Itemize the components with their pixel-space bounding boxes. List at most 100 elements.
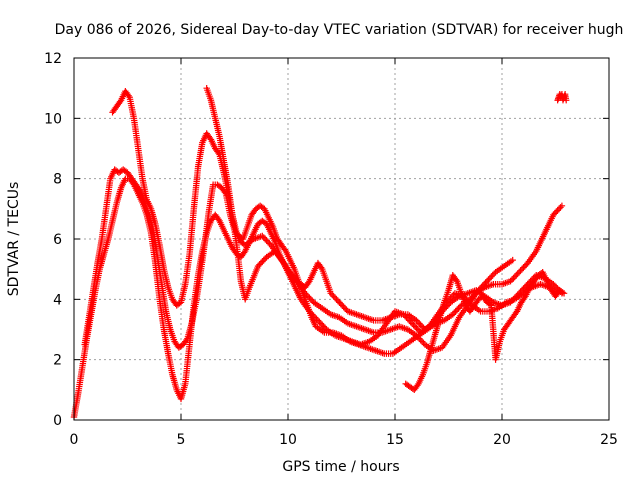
x-axis: 0 5 10 15 20 25: [70, 58, 618, 448]
data-point: [183, 336, 190, 344]
data-point: [416, 320, 423, 327]
data-point: [414, 333, 422, 341]
data-point: [560, 290, 568, 297]
y-tick-label: 2: [53, 353, 62, 369]
data-point: [482, 279, 489, 286]
data-point: [411, 323, 419, 330]
data-point: [306, 294, 313, 302]
x-axis-label: GPS time / hours: [282, 459, 399, 475]
data-point: [559, 289, 566, 296]
data-point: [489, 272, 496, 279]
data-point: [455, 305, 462, 312]
y-axis-label: SDTVAR / TECUs: [6, 182, 22, 297]
data-point: [400, 311, 407, 318]
data-point: [518, 265, 526, 273]
data-point: [264, 238, 272, 246]
data-point: [307, 296, 315, 303]
y-tick-label: 8: [53, 172, 62, 188]
data-point: [339, 302, 346, 309]
data-point: [406, 317, 413, 324]
x-tick-label: 0: [70, 432, 79, 448]
data-point: [558, 202, 566, 210]
y-tick-label: 6: [53, 232, 62, 248]
data-point: [485, 276, 492, 283]
grid: [74, 58, 609, 420]
data-point: [414, 318, 422, 326]
data-point: [521, 262, 529, 270]
data-point: [314, 317, 322, 324]
data-point: [256, 261, 263, 268]
data-point: [563, 97, 570, 104]
data-point: [449, 311, 456, 318]
data-point: [240, 249, 248, 256]
data-point: [520, 264, 527, 271]
data-point: [557, 204, 564, 211]
data-point: [263, 237, 270, 244]
data-point: [413, 324, 420, 332]
chart-title: Day 086 of 2026, Sidereal Day-to-day VTE…: [55, 22, 624, 38]
y-tick-label: 10: [44, 111, 62, 127]
data-point: [261, 235, 269, 243]
data-point: [451, 309, 458, 317]
data-point: [341, 305, 349, 312]
data-point: [414, 382, 421, 389]
data-point: [319, 321, 326, 329]
data-point: [329, 291, 336, 299]
data-point: [311, 314, 319, 321]
data-point: [465, 299, 473, 306]
data-point: [416, 335, 423, 342]
data-point: [336, 299, 343, 306]
data-point: [517, 267, 524, 274]
data-point: [513, 272, 520, 279]
data-point: [334, 297, 342, 305]
data-point: [260, 234, 267, 241]
series-track-e: [402, 268, 568, 394]
data-point: [550, 281, 557, 288]
data-point: [266, 240, 273, 247]
data-point: [507, 278, 514, 285]
data-point: [136, 186, 143, 193]
data-point: [448, 293, 456, 300]
data-point: [453, 306, 461, 314]
y-tick-label: 12: [44, 51, 62, 67]
data-point: [403, 314, 410, 321]
data-point: [417, 336, 424, 344]
data-point: [408, 320, 416, 327]
data-point: [417, 321, 424, 329]
data-point: [116, 98, 124, 105]
x-tick-label: 25: [600, 432, 618, 448]
data-point: [555, 205, 563, 213]
data-point: [125, 92, 132, 99]
data-point: [260, 256, 267, 264]
data-point: [313, 315, 320, 323]
data-point: [333, 296, 340, 303]
data-point: [407, 318, 414, 326]
x-tick-label: 15: [386, 432, 404, 448]
data-point: [515, 268, 523, 276]
data-point: [327, 290, 334, 297]
series-track-f: [554, 91, 570, 104]
data-point: [401, 312, 409, 320]
data-point: [413, 332, 420, 339]
y-axis: 0 2 4 6 8 10 12: [44, 51, 609, 429]
data-point: [414, 326, 422, 333]
data-point: [320, 323, 327, 330]
data-point: [309, 311, 316, 318]
data-point: [514, 270, 521, 277]
data-point: [511, 273, 519, 280]
data-point: [509, 256, 516, 264]
y-tick-label: 0: [53, 413, 62, 429]
data-point: [452, 276, 460, 283]
data-point: [281, 246, 288, 253]
y-tick-label: 4: [53, 292, 62, 308]
data-point: [317, 264, 325, 271]
data-point: [259, 258, 266, 265]
data-point: [337, 300, 344, 308]
data-point: [259, 232, 266, 240]
data-point: [301, 290, 309, 297]
data-point: [551, 210, 558, 217]
x-tick-label: 5: [177, 432, 186, 448]
data-point: [254, 262, 262, 270]
data-point: [306, 308, 313, 315]
data-point: [305, 279, 312, 286]
